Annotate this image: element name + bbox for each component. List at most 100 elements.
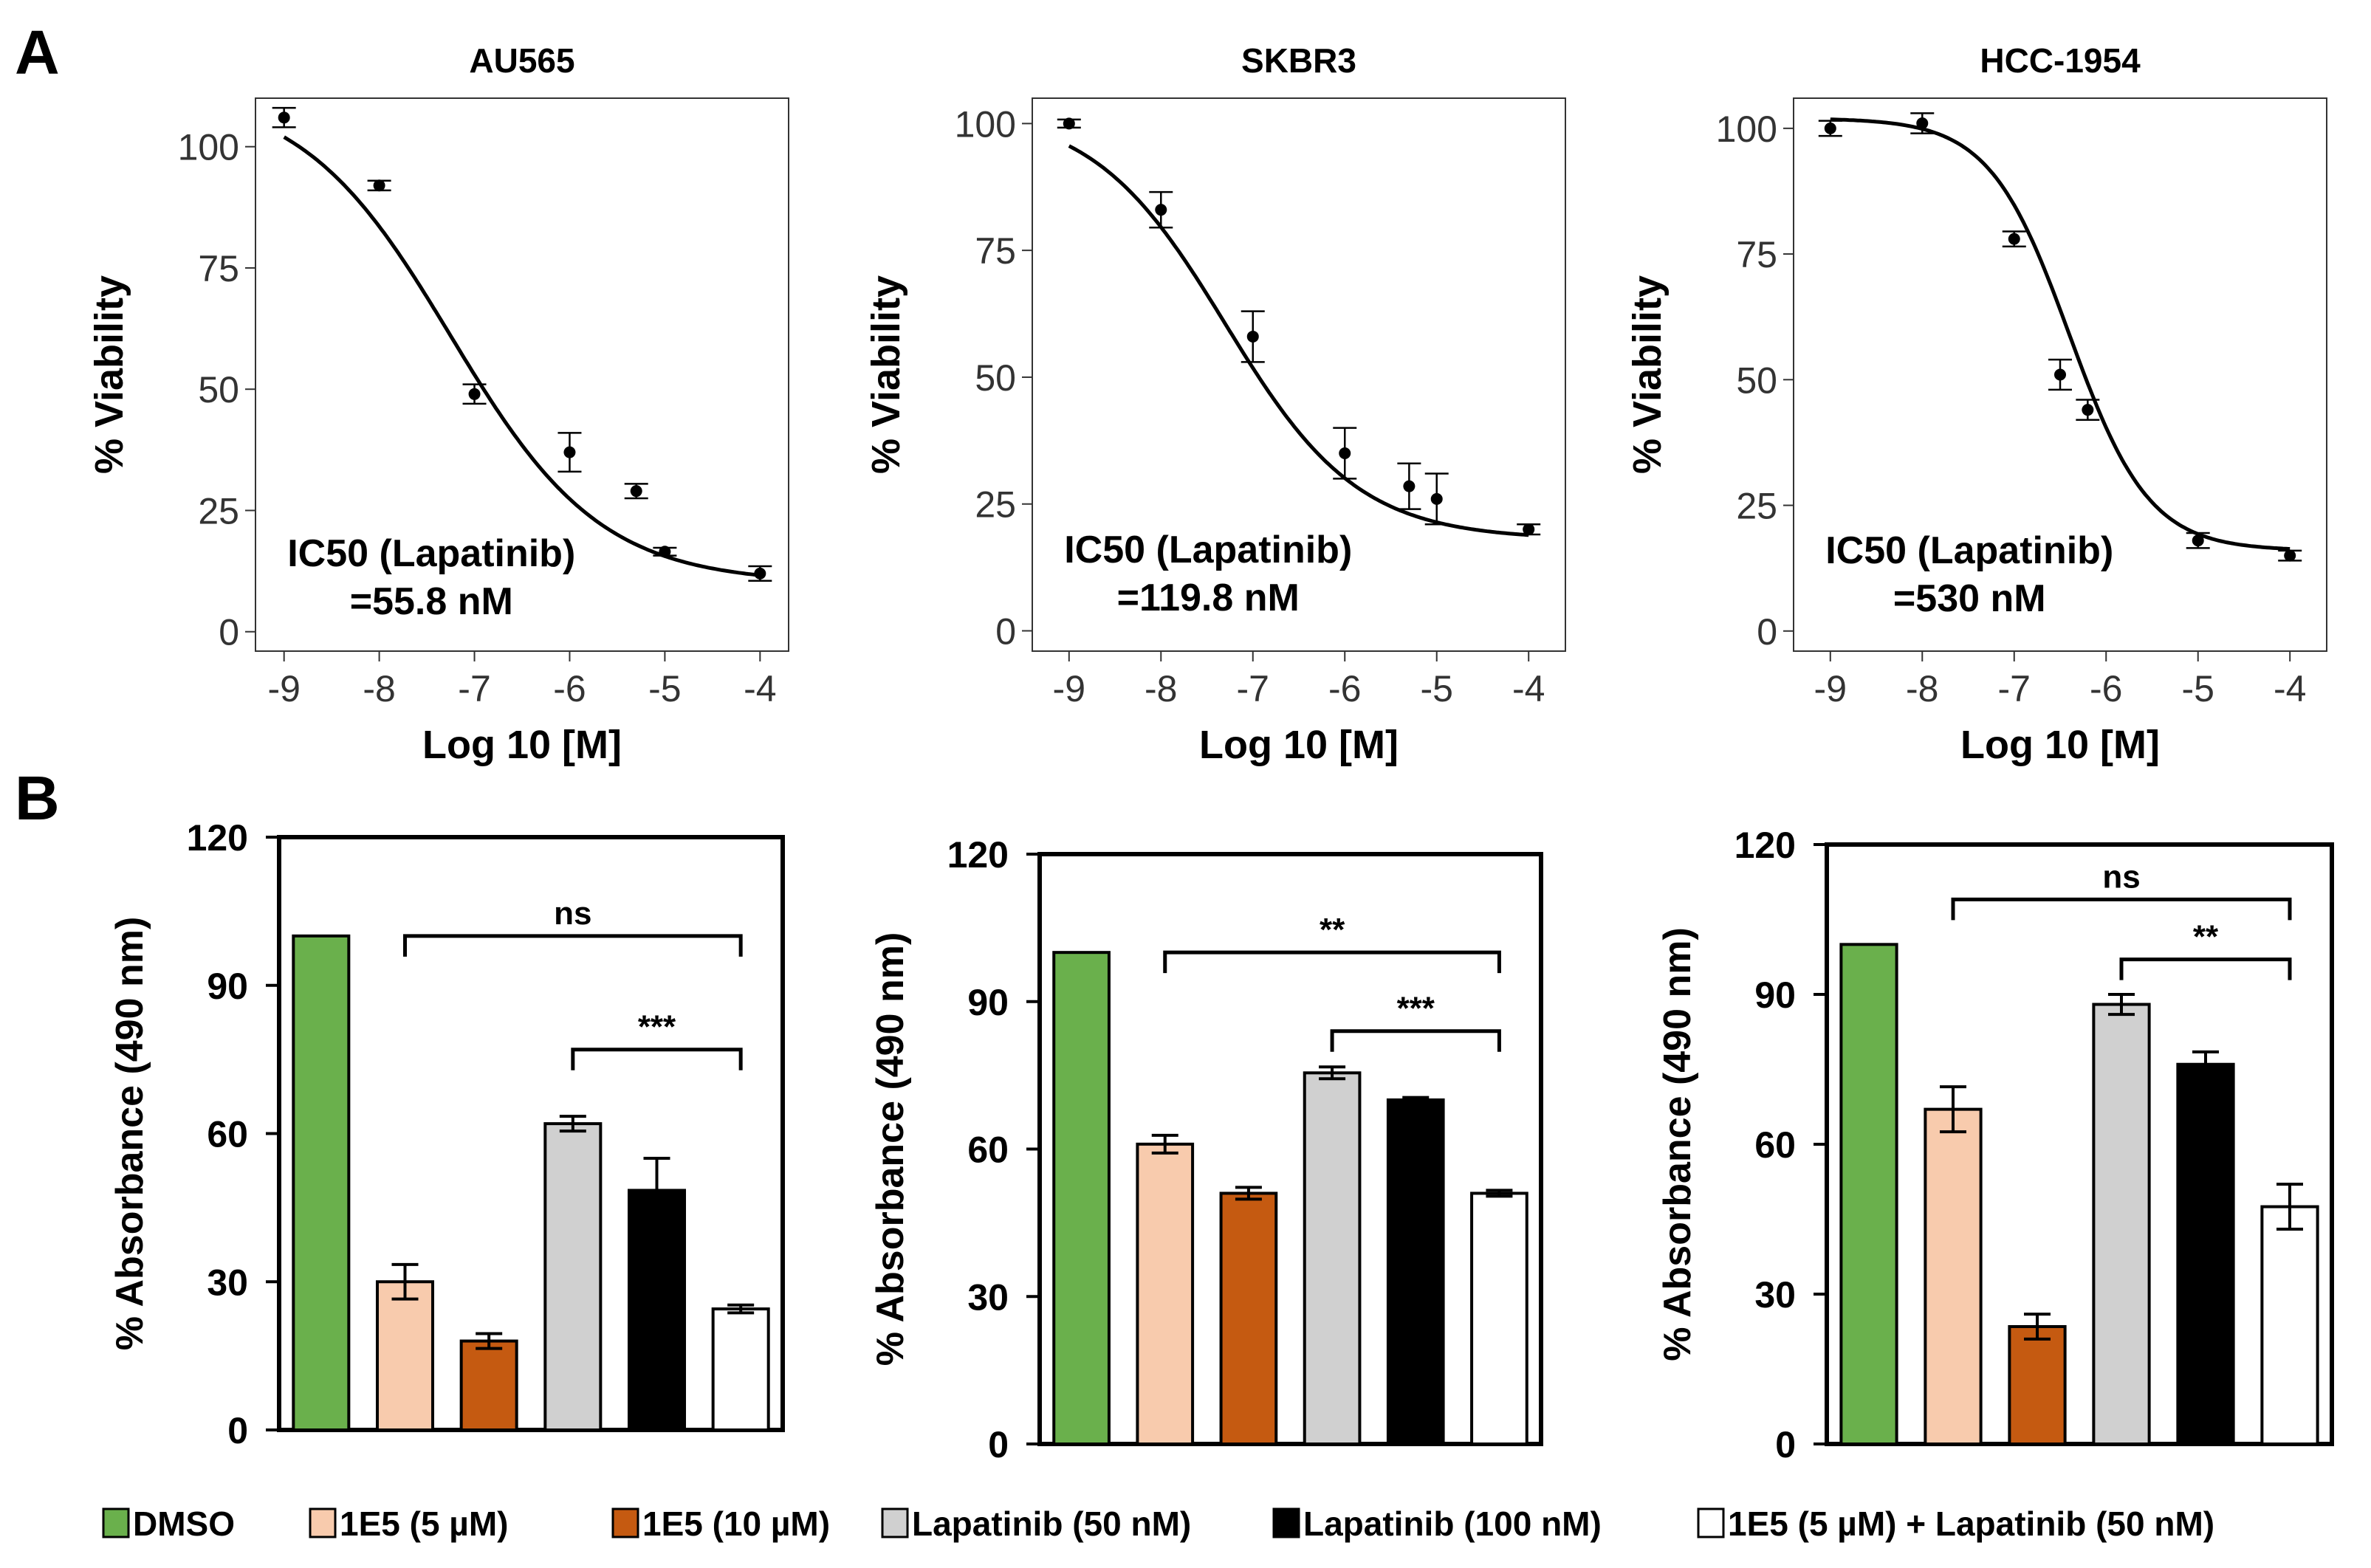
x-tick-label: -4 [744,668,776,709]
y-tick-label: 50 [1736,360,1777,401]
data-point [373,179,385,192]
x-tick-label: -6 [2090,668,2122,709]
data-point [1916,117,1929,130]
viability-chart: SKBR3 0 25 50 75 100 -9 -8 -7 -6 -5 -4 Log 10 [M] % V… [864,41,1566,767]
x-tick-label: -4 [2274,668,2306,709]
y-tick-label: 50 [198,369,239,410]
bar [627,1189,687,1432]
data-point [563,446,576,458]
ic50-value: =530 nM [1893,577,2046,620]
bar [1470,1192,1528,1446]
bar [2260,1205,2319,1446]
y-tick-label: 100 [955,103,1016,145]
x-axis-label: Log 10 [M] [1199,723,1399,767]
panel-label-a: A [15,18,60,87]
significance-bracket [1951,897,2292,921]
plot-frame [1037,852,1543,1446]
legend: DMSO 1E5 (5 µM) 1E5 (10 µM) Lapatinib (50 n… [102,1505,2214,1543]
y-tick-label: 25 [198,490,239,532]
chart-title: HCC-1954 [1980,41,2141,80]
legend-swatch [1697,1507,1725,1538]
bar [459,1339,518,1432]
y-tick-label: 90 [207,966,248,1007]
data-point [1403,480,1416,492]
bar [1386,1098,1445,1445]
data-point [1523,523,1535,536]
legend-label: 1E5 (5 µM) [340,1505,508,1543]
significance-bracket [1163,950,1501,974]
y-tick-label: 75 [1736,234,1777,275]
x-tick-label: -6 [553,668,586,709]
data-point [468,388,481,400]
x-tick-label: -9 [1053,668,1085,709]
y-tick-label: 60 [207,1114,248,1155]
bar [543,1122,603,1432]
x-tick-label: -5 [648,668,681,709]
legend-label: 1E5 (5 µM) + Lapatinib (50 nM) [1728,1505,2214,1543]
y-axis-label: % Viability [87,275,131,474]
y-tick-label: 75 [198,248,239,289]
significance-label: ns [2102,859,2140,895]
y-axis-label: % Viability [864,275,908,474]
y-tick-label: 90 [967,982,1009,1023]
legend-swatch [1272,1507,1300,1538]
bar [1136,1142,1195,1445]
x-tick-label: -8 [363,668,395,709]
legend-swatch [881,1507,909,1538]
data-point [1155,204,1167,216]
significance-bracket [2119,957,2292,980]
data-point [2008,233,2020,245]
x-tick-label: -9 [1814,668,1847,709]
charts: AU565 0 25 50 75 100 -9 -8 -7 -6 -5 -4 Log 10 [M] % V… [87,41,2334,1465]
x-tick-label: -8 [1145,668,1177,709]
significance-label: ** [1320,912,1345,948]
absorbance-chart: 0 30 60 90 120 % Absorbance (490 nm) ns *** [109,817,785,1451]
ic50-value: =55.8 nM [350,580,513,623]
plot-frame [255,97,789,652]
y-tick-label: 0 [227,1410,248,1451]
y-tick-label: 120 [1734,825,1796,866]
x-tick-label: -7 [1237,668,1269,709]
legend-label: DMSO [133,1505,235,1543]
fit-curve [1830,117,2291,551]
data-point [2054,368,2066,381]
y-tick-label: 30 [207,1262,248,1303]
bar [1052,951,1111,1445]
y-tick-label: 0 [1757,611,1777,653]
bar [1219,1192,1278,1446]
significance-label: ns [554,895,591,932]
y-tick-label: 50 [975,357,1016,399]
y-tick-label: 75 [975,230,1016,272]
legend-swatch [611,1507,639,1538]
data-point [754,567,766,580]
x-tick-label: -7 [1998,668,2031,709]
data-point [1339,447,1351,460]
x-tick-label: -5 [2181,668,2214,709]
y-axis-label: % Absorbance (490 nm) [869,932,912,1366]
data-point [1824,122,1836,134]
fit-curve [1068,144,1529,537]
y-axis-label: % Viability [1625,275,1670,474]
plot-frame [1032,97,1566,652]
significance-bracket [1330,1029,1501,1052]
fit-curve [283,135,761,577]
legend-swatch [309,1507,337,1538]
y-tick-label: 0 [988,1424,1009,1465]
data-point [1063,117,1075,130]
ic50-value: =119.8 nM [1117,577,1300,619]
bar [292,934,351,1432]
plot-frame [277,835,785,1432]
y-axis-label: % Absorbance (490 nm) [1656,927,1699,1361]
x-tick-label: -5 [1420,668,1452,709]
significance-bracket [571,1048,743,1070]
data-point [1246,330,1259,343]
y-tick-label: 100 [178,127,239,168]
bar [1924,1107,1983,1445]
y-tick-label: 0 [995,611,1016,653]
viability-chart: HCC-1954 0 25 50 75 100 -9 -8 -7 -6 -5 -4 Log 10 [M]… [1625,41,2327,767]
y-tick-label: 25 [975,484,1016,526]
plot-frame [1793,97,2327,652]
y-tick-label: 0 [219,612,239,653]
